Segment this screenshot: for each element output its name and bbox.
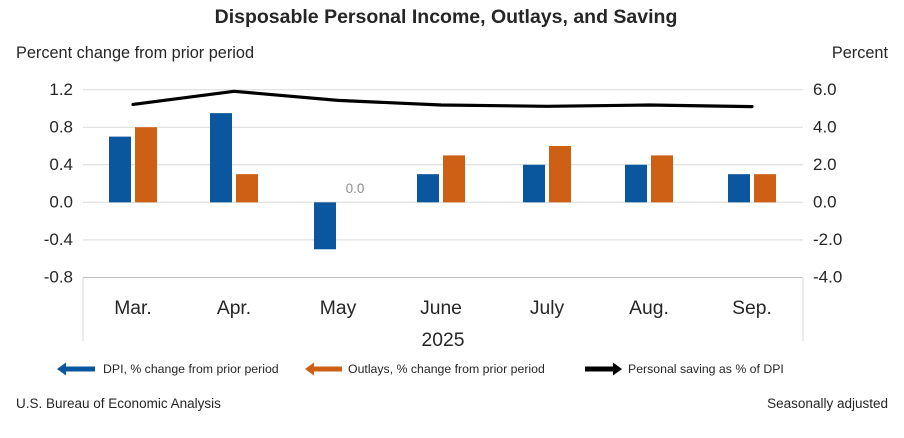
svg-text:June: June (420, 298, 462, 319)
svg-text:0.4: 0.4 (49, 155, 73, 174)
svg-text:0.0: 0.0 (346, 181, 365, 196)
svg-text:-0.4: -0.4 (44, 230, 73, 249)
svg-text:Percent: Percent (832, 44, 889, 62)
svg-text:2025: 2025 (422, 330, 465, 351)
svg-text:May: May (320, 298, 357, 319)
svg-text:U.S. Bureau of Economic Analys: U.S. Bureau of Economic Analysis (16, 396, 221, 411)
svg-text:0.0: 0.0 (813, 193, 837, 212)
svg-text:Percent change from prior peri: Percent change from prior period (16, 44, 254, 62)
svg-text:Outlays, % change from prior p: Outlays, % change from prior period (348, 362, 545, 376)
svg-text:0.8: 0.8 (49, 118, 73, 137)
svg-text:Mar.: Mar. (114, 298, 152, 319)
svg-text:DPI, % change from prior perio: DPI, % change from prior period (103, 362, 279, 376)
svg-text:0.0: 0.0 (49, 193, 73, 212)
svg-text:Apr.: Apr. (217, 298, 251, 319)
svg-text:-0.8: -0.8 (44, 268, 73, 287)
svg-text:2.0: 2.0 (813, 155, 837, 174)
svg-text:-2.0: -2.0 (813, 230, 842, 249)
svg-text:1.2: 1.2 (49, 80, 73, 99)
svg-text:Sep.: Sep. (732, 298, 772, 319)
svg-text:6.0: 6.0 (813, 80, 837, 99)
svg-text:Disposable Personal Income, Ou: Disposable Personal Income, Outlays, and… (215, 6, 678, 28)
svg-text:July: July (530, 298, 565, 319)
svg-text:Personal saving as % of DPI: Personal saving as % of DPI (628, 362, 784, 376)
svg-text:4.0: 4.0 (813, 118, 837, 137)
svg-text:Seasonally adjusted: Seasonally adjusted (767, 396, 888, 411)
svg-text:-4.0: -4.0 (813, 268, 842, 287)
svg-text:Aug.: Aug. (629, 298, 669, 319)
